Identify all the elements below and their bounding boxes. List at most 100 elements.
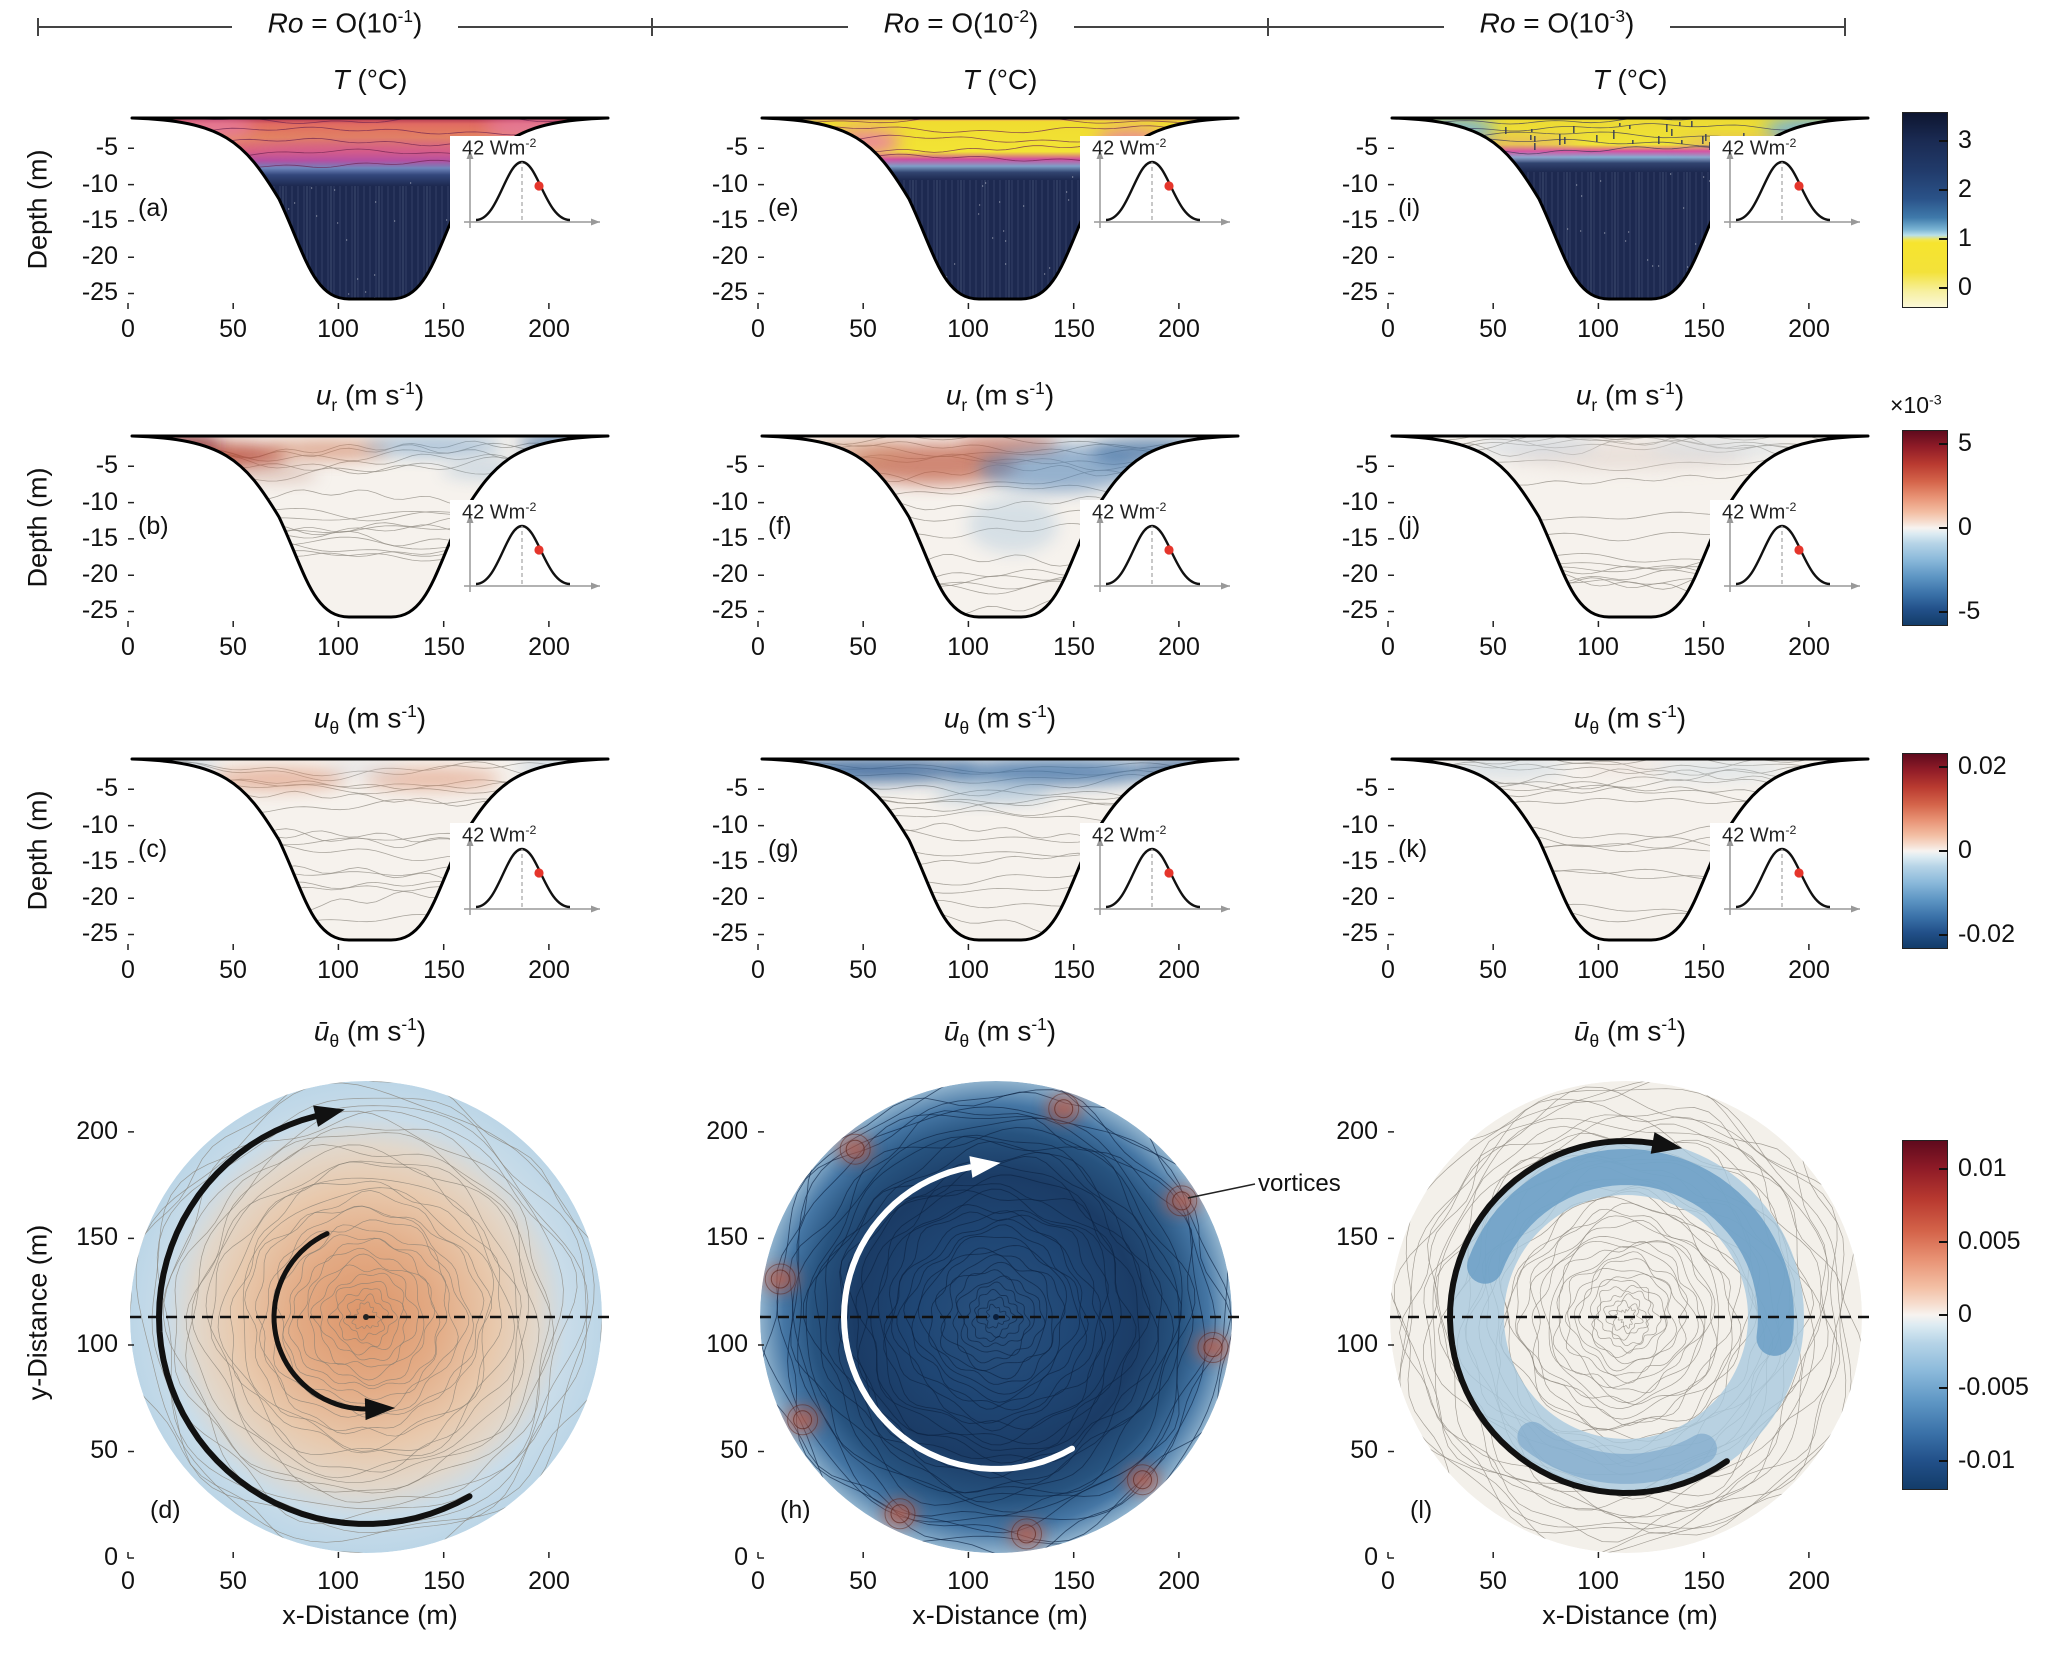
x-tick-label: 150 <box>1053 956 1095 984</box>
panel-title: uθ (m s-1) <box>313 701 427 738</box>
x-tick-label: 50 <box>849 315 877 343</box>
depth-tick-label: -25 <box>81 596 118 624</box>
x-tick-label: 0 <box>121 1567 135 1595</box>
depth-tick-label: -10 <box>711 811 748 839</box>
depth-tick-label: -15 <box>711 206 748 234</box>
y-tick-label: 200 <box>76 1117 118 1145</box>
flux-inset <box>450 500 606 600</box>
depth-tick-label: -20 <box>81 242 118 270</box>
colorbar-tick-label: 0.01 <box>1958 1154 2007 1182</box>
colorbar-tick <box>1939 287 1948 289</box>
flux-inset <box>450 136 606 236</box>
colorbar-tick <box>1939 1460 1948 1462</box>
panel-letter-label: (f) <box>768 512 792 540</box>
colorbar-tick <box>1939 527 1948 529</box>
y-tick-label: 100 <box>1336 1330 1378 1358</box>
depth-tick-label: -25 <box>711 278 748 306</box>
y-tick-label: 150 <box>76 1223 118 1251</box>
x-tick-label: 0 <box>751 956 765 984</box>
panel-title: ur (m s-1) <box>315 378 425 415</box>
colorbar-row-1 <box>1902 112 1948 308</box>
x-tick-label: 0 <box>1381 633 1395 661</box>
x-tick-label: 200 <box>528 956 570 984</box>
x-distance-axis-label: x-Distance (m) <box>912 1600 1088 1630</box>
colorbar-tick-label: 2 <box>1958 175 1972 203</box>
depth-tick-label: -15 <box>711 524 748 552</box>
depth-tick-label: -20 <box>711 560 748 588</box>
x-tick-label: 100 <box>947 956 989 984</box>
panel-letter-label: (e) <box>768 194 799 222</box>
y-tick-label: 100 <box>76 1330 118 1358</box>
colorbar-tick <box>1939 189 1948 191</box>
panel-letter-label: (c) <box>138 835 168 863</box>
panel-k: (k) 0 50 100 150 200 -5 -10 -15 -20 -25 42 Wm-2 <box>1342 753 1872 984</box>
x-tick-label: 150 <box>423 956 465 984</box>
x-tick-label: 200 <box>1788 1567 1830 1595</box>
ur-b-cross-section-plot <box>757 434 1240 627</box>
x-distance-axis-label: x-Distance (m) <box>1542 1600 1718 1630</box>
colorbar-tick-label: 3 <box>1958 126 1972 154</box>
depth-tick-label: -25 <box>81 919 118 947</box>
depth-tick-label: -15 <box>1341 847 1378 875</box>
x-tick-label: 200 <box>1788 633 1830 661</box>
panel-letter-label: (l) <box>1410 1496 1433 1524</box>
x-tick-label: 150 <box>1683 315 1725 343</box>
plan-l-plan-view-plot <box>1387 1081 1870 1559</box>
x-tick-label: 200 <box>528 315 570 343</box>
T-a-cross-section-plot <box>127 116 610 309</box>
colorbar-tick-label: 0.005 <box>1958 1227 2021 1255</box>
depth-axis-label: Depth (m) <box>22 149 53 270</box>
depth-tick-label: -10 <box>711 170 748 198</box>
depth-tick-label: -10 <box>1341 811 1378 839</box>
ur-c-cross-section-plot <box>1387 434 1870 627</box>
x-tick-label: 150 <box>423 1567 465 1595</box>
flux-inset <box>1710 136 1866 236</box>
y-tick-label: 100 <box>706 1330 748 1358</box>
x-tick-label: 200 <box>528 1567 570 1595</box>
panel-letter-label: (g) <box>768 835 799 863</box>
x-tick-label: 50 <box>1479 956 1507 984</box>
T-i-cross-section-plot <box>1387 116 1870 309</box>
depth-tick-label: -5 <box>725 133 748 161</box>
y-tick-label: 150 <box>706 1223 748 1251</box>
depth-tick-label: -15 <box>1341 206 1378 234</box>
panel-i: (i) 0 50 100 150 200 -5 -10 -15 -20 -25 42 Wm-2 <box>1342 112 1872 343</box>
x-tick-label: 150 <box>423 315 465 343</box>
panel-c: (c) 0 50 100 150 200 -5 -10 -15 -20 -25 42 Wm-2 <box>82 753 612 984</box>
panel-title: T (°C) <box>332 64 408 95</box>
panel-title: ur (m s-1) <box>1575 378 1685 415</box>
colorbar-tick-label: 5 <box>1958 429 1972 457</box>
x-tick-label: 200 <box>1788 315 1830 343</box>
panel-a: (a) 0 50 100 150 200 -5 -10 -15 -20 -25 42 Wm-2 <box>82 112 612 343</box>
y-tick-label: 50 <box>1350 1436 1378 1464</box>
colorbar-tick <box>1939 1387 1948 1389</box>
x-tick-label: 50 <box>219 956 247 984</box>
ur-a-cross-section-plot <box>127 434 610 627</box>
panel-l: (l) 0 0 50 50 100 100 150 150 200 200 <box>1336 1068 1872 1595</box>
colorbar-tick-label: 1 <box>1958 224 1972 252</box>
panel-letter-label: (h) <box>780 1496 811 1524</box>
colorbar-tick-label: -0.02 <box>1958 920 2015 948</box>
depth-tick-label: -20 <box>81 560 118 588</box>
x-tick-label: 100 <box>317 633 359 661</box>
x-tick-label: 100 <box>1577 1567 1619 1595</box>
x-tick-label: 200 <box>1158 1567 1200 1595</box>
x-tick-label: 100 <box>947 633 989 661</box>
x-tick-label: 50 <box>849 956 877 984</box>
x-tick-label: 150 <box>1683 956 1725 984</box>
x-tick-label: 0 <box>751 315 765 343</box>
x-tick-label: 150 <box>423 633 465 661</box>
x-tick-label: 50 <box>1479 633 1507 661</box>
panel-title: uθ (m s-1) <box>943 701 1057 738</box>
x-distance-axis-label: x-Distance (m) <box>282 1600 458 1630</box>
y-tick-label: 50 <box>720 1436 748 1464</box>
x-tick-label: 200 <box>1788 956 1830 984</box>
depth-tick-label: -25 <box>1341 278 1378 306</box>
panel-title: uθ (m s-1) <box>1573 701 1687 738</box>
panel-title: ūθ (m s-1) <box>1573 1014 1687 1051</box>
x-tick-label: 0 <box>1381 315 1395 343</box>
inset-flux-label: 42 Wm-2 <box>462 136 537 160</box>
depth-tick-label: -5 <box>1355 133 1378 161</box>
panel-e: (e) 0 50 100 150 200 -5 -10 -15 -20 -25 42 Wm-2 <box>712 112 1242 343</box>
